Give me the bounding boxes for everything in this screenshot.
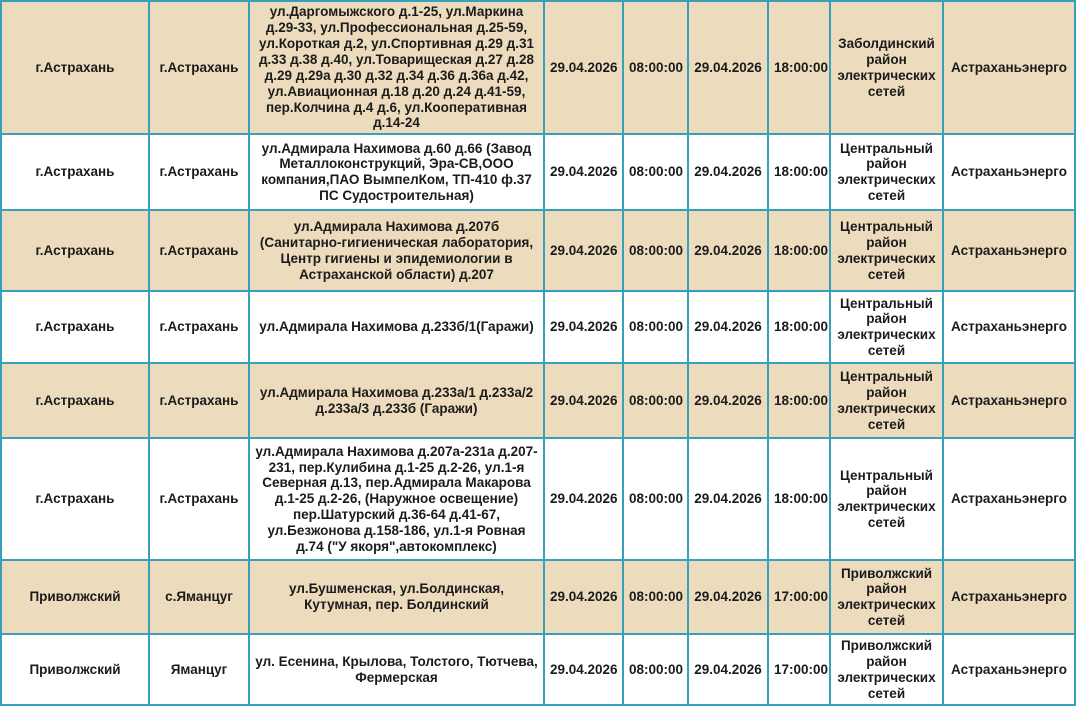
cell-network-district: Центральный район электрических сетей	[829, 437, 944, 562]
cell-start-date: 29.04.2026	[543, 290, 624, 365]
cell-start-time: 08:00:00	[622, 362, 689, 440]
cell-addresses: ул.Адмирала Нахимова д.233б/1(Гаражи)	[248, 290, 545, 365]
cell-addresses: ул.Адмирала Нахимова д.233а/1 д.233а/2 д…	[248, 362, 545, 440]
cell-city-district: г.Астрахань	[0, 437, 150, 562]
cell-addresses: ул.Адмирала Нахимова д.60 д.66 (Завод Ме…	[248, 133, 545, 212]
cell-organization: Астраханьэнерго	[942, 133, 1076, 212]
cell-settlement: г.Астрахань	[148, 437, 250, 562]
cell-city-district: г.Астрахань	[0, 0, 150, 136]
cell-organization: Астраханьэнерго	[942, 0, 1076, 136]
cell-end-time: 18:00:00	[767, 133, 831, 212]
cell-addresses: ул.Адмирала Нахимова д.207а-231а д.207-2…	[248, 437, 545, 562]
table-row: г.Астрахань г.Астрахань ул.Адмирала Нахимо…	[0, 209, 1076, 293]
cell-city-district: г.Астрахань	[0, 209, 150, 293]
cell-city-district: г.Астрахань	[0, 133, 150, 212]
cell-start-date: 29.04.2026	[543, 0, 624, 136]
cell-end-time: 17:00:00	[767, 559, 831, 636]
cell-city-district: Приволжский	[0, 559, 150, 636]
cell-end-time: 18:00:00	[767, 362, 831, 440]
cell-end-date: 29.04.2026	[687, 0, 769, 136]
cell-city-district: Приволжский	[0, 633, 150, 707]
cell-start-date: 29.04.2026	[543, 633, 624, 707]
cell-start-time: 08:00:00	[622, 133, 689, 212]
cell-network-district: Заболдинский район электрических сетей	[829, 0, 944, 136]
cell-settlement: г.Астрахань	[148, 209, 250, 293]
cell-end-time: 17:00:00	[767, 633, 831, 707]
cell-end-date: 29.04.2026	[687, 209, 769, 293]
table-row: г.Астрахань г.Астрахань ул.Адмирала Нахимо…	[0, 362, 1076, 440]
table-row: г.Астрахань г.Астрахань ул.Даргомыжского д…	[0, 0, 1076, 136]
cell-start-date: 29.04.2026	[543, 209, 624, 293]
cell-start-time: 08:00:00	[622, 633, 689, 707]
cell-organization: Астраханьэнерго	[942, 290, 1076, 365]
cell-start-date: 29.04.2026	[543, 559, 624, 636]
cell-start-date: 29.04.2026	[543, 362, 624, 440]
cell-start-date: 29.04.2026	[543, 133, 624, 212]
cell-organization: Астраханьэнерго	[942, 559, 1076, 636]
cell-addresses: ул.Бушменская, ул.Болдинская, Кутумная, …	[248, 559, 545, 636]
cell-settlement: г.Астрахань	[148, 290, 250, 365]
cell-network-district: Приволжский район электрических сетей	[829, 559, 944, 636]
cell-addresses: ул.Даргомыжского д.1-25, ул.Маркина д.29…	[248, 0, 545, 136]
cell-end-date: 29.04.2026	[687, 633, 769, 707]
cell-end-date: 29.04.2026	[687, 362, 769, 440]
cell-organization: Астраханьэнерго	[942, 633, 1076, 707]
cell-end-time: 18:00:00	[767, 0, 831, 136]
cell-organization: Астраханьэнерго	[942, 437, 1076, 562]
cell-settlement: с.Яманцуг	[148, 559, 250, 636]
table-row: г.Астрахань г.Астрахань ул.Адмирала Нахимо…	[0, 290, 1076, 365]
cell-city-district: г.Астрахань	[0, 290, 150, 365]
cell-city-district: г.Астрахань	[0, 362, 150, 440]
cell-settlement: г.Астрахань	[148, 362, 250, 440]
cell-network-district: Центральный район электрических сетей	[829, 290, 944, 365]
cell-end-time: 18:00:00	[767, 290, 831, 365]
cell-network-district: Приволжский район электрических сетей	[829, 633, 944, 707]
cell-end-time: 18:00:00	[767, 209, 831, 293]
table-row: г.Астрахань г.Астрахань ул.Адмирала Нахимо…	[0, 133, 1076, 212]
cell-end-date: 29.04.2026	[687, 133, 769, 212]
cell-end-time: 18:00:00	[767, 437, 831, 562]
cell-start-time: 08:00:00	[622, 209, 689, 293]
cell-network-district: Центральный район электрических сетей	[829, 133, 944, 212]
cell-start-time: 08:00:00	[622, 0, 689, 136]
cell-settlement: Яманцуг	[148, 633, 250, 707]
cell-start-time: 08:00:00	[622, 559, 689, 636]
cell-start-time: 08:00:00	[622, 290, 689, 365]
cell-network-district: Центральный район электрических сетей	[829, 209, 944, 293]
cell-organization: Астраханьэнерго	[942, 362, 1076, 440]
cell-settlement: г.Астрахань	[148, 0, 250, 136]
cell-organization: Астраханьэнерго	[942, 209, 1076, 293]
cell-end-date: 29.04.2026	[687, 437, 769, 562]
table-row: Приволжский Яманцуг ул. Есенина, Крылова, …	[0, 633, 1076, 707]
cell-start-time: 08:00:00	[622, 437, 689, 562]
cell-end-date: 29.04.2026	[687, 559, 769, 636]
table-row: Приволжский с.Яманцуг ул.Бушменская, ул.Бо…	[0, 559, 1076, 636]
cell-addresses: ул. Есенина, Крылова, Толстого, Тютчева,…	[248, 633, 545, 707]
cell-start-date: 29.04.2026	[543, 437, 624, 562]
cell-network-district: Центральный район электрических сетей	[829, 362, 944, 440]
table-row: г.Астрахань г.Астрахань ул.Адмирала Нахимо…	[0, 437, 1076, 562]
cell-end-date: 29.04.2026	[687, 290, 769, 365]
cell-settlement: г.Астрахань	[148, 133, 250, 212]
cell-addresses: ул.Адмирала Нахимова д.207б (Санитарно-г…	[248, 209, 545, 293]
